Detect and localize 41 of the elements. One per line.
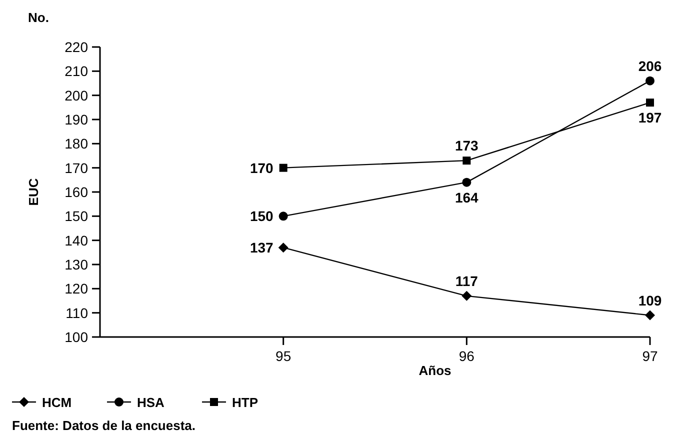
point — [462, 290, 472, 301]
y-tick-label: 140 — [64, 232, 88, 248]
point — [646, 98, 654, 107]
y-tick-label: 130 — [64, 256, 88, 272]
y-tick-label: 220 — [64, 39, 88, 55]
point — [278, 212, 288, 221]
y-tick-label: 180 — [64, 136, 88, 152]
point — [646, 76, 654, 86]
x-axis-title: Años — [418, 363, 452, 378]
x-tick-label: 95 — [276, 348, 292, 364]
y-tick-label: 170 — [64, 160, 88, 176]
y-tick-label: 160 — [64, 184, 88, 200]
legend-label: HSA — [137, 395, 166, 410]
y-tick-label: 190 — [64, 112, 88, 128]
legend-label: HTP — [232, 395, 258, 410]
y-axis-title: EUC — [26, 178, 41, 206]
point — [278, 242, 288, 253]
source-note: Fuente: Datos de la encuesta. — [12, 418, 196, 433]
x-tick-label: 97 — [642, 348, 658, 364]
legend-label: HCM — [42, 395, 72, 410]
data-label: 137 — [250, 240, 274, 256]
y-tick-label: 200 — [64, 87, 88, 104]
y-tick-label: 100 — [64, 329, 88, 345]
point — [462, 156, 471, 165]
y-tick-label: 110 — [66, 304, 88, 321]
point — [462, 178, 472, 187]
y-tick-label: 210 — [64, 63, 88, 80]
data-label: 150 — [250, 208, 274, 224]
point — [645, 310, 655, 320]
x-tick-label: 96 — [458, 348, 475, 364]
data-label: 164 — [454, 189, 479, 206]
data-label: 117 — [455, 272, 478, 289]
y-tick-label: 150 — [64, 208, 88, 224]
data-label: 170 — [250, 160, 274, 176]
data-label: 206 — [638, 58, 662, 74]
text: No. — [28, 10, 49, 25]
data-label: 109 — [638, 292, 662, 308]
point — [279, 164, 288, 172]
data-label: 197 — [638, 110, 662, 126]
data-label: 173 — [454, 138, 479, 154]
y-tick-label: 120 — [64, 280, 88, 297]
